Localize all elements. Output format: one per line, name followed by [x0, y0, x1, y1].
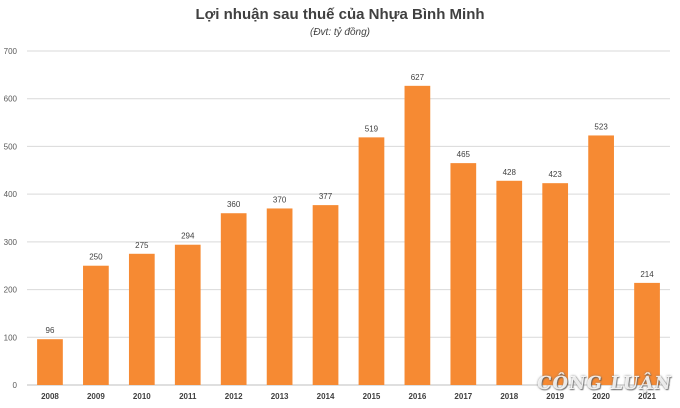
x-tick-label: 2010 [133, 392, 151, 401]
bar [312, 205, 339, 385]
data-label: 465 [457, 150, 471, 159]
chart-title: Lợi nhuận sau thuế của Nhựa Bình Minh [195, 6, 485, 23]
y-tick-label: 500 [4, 142, 18, 151]
x-tick-label: 2012 [225, 392, 243, 401]
y-tick-label: 0 [13, 381, 18, 390]
bar [83, 265, 109, 385]
gridlines [27, 50, 670, 386]
x-tick-label: 2013 [271, 392, 289, 401]
bar [588, 135, 614, 385]
y-tick-label: 400 [4, 190, 18, 199]
data-label: 275 [135, 241, 149, 250]
data-labels: 96 250 275 294 360 370 377 519 627 465 428 423 523 21… [46, 73, 655, 335]
data-label: 428 [503, 168, 517, 177]
bar [174, 244, 201, 385]
bar [220, 213, 247, 385]
y-tick-label: 600 [4, 95, 18, 104]
bars [37, 85, 660, 386]
data-label: 423 [548, 170, 562, 179]
y-tick-label: 200 [4, 286, 18, 295]
data-label: 360 [227, 200, 241, 209]
data-label: 519 [365, 124, 379, 133]
x-tick-label: 2019 [546, 392, 564, 401]
bar [358, 137, 385, 385]
data-label: 370 [273, 195, 287, 204]
data-label: 250 [89, 253, 103, 262]
data-label: 96 [46, 326, 55, 335]
data-label: 377 [319, 192, 333, 201]
bar [450, 163, 477, 385]
chart-subtitle: (Đvt: tỷ đồng) [309, 27, 371, 38]
x-tick-label: 2017 [454, 392, 472, 401]
y-tick-label: 700 [4, 47, 18, 56]
data-label: 523 [594, 122, 608, 131]
bar [634, 282, 660, 385]
x-tick-label: 2009 [87, 392, 105, 401]
x-tick-label: 2020 [592, 392, 610, 401]
data-label: 214 [640, 270, 654, 279]
watermark-logo: CÔNG LUẬN [535, 373, 674, 394]
x-axis-ticks: 2008 2009 2010 2011 2012 2013 2014 2015 2016 2017… [41, 392, 656, 401]
bar [404, 85, 431, 386]
x-tick-label: 2016 [408, 392, 426, 401]
bar [496, 180, 523, 385]
x-tick-label: 2021 [638, 392, 656, 401]
x-tick-label: 2015 [363, 392, 381, 401]
y-axis-ticks: 0 100 200 300 400 500 600 700 [4, 47, 18, 390]
x-tick-label: 2008 [41, 392, 59, 401]
x-tick-label: 2014 [317, 392, 335, 401]
data-label: 294 [181, 232, 195, 241]
bar [37, 339, 63, 385]
bar [542, 183, 569, 385]
bar [266, 208, 293, 385]
y-tick-label: 300 [4, 238, 18, 247]
x-tick-label: 2011 [179, 392, 197, 401]
x-tick-label: 2018 [500, 392, 518, 401]
y-tick-label: 100 [4, 333, 18, 342]
data-label: 627 [411, 73, 425, 82]
bar [128, 253, 155, 385]
